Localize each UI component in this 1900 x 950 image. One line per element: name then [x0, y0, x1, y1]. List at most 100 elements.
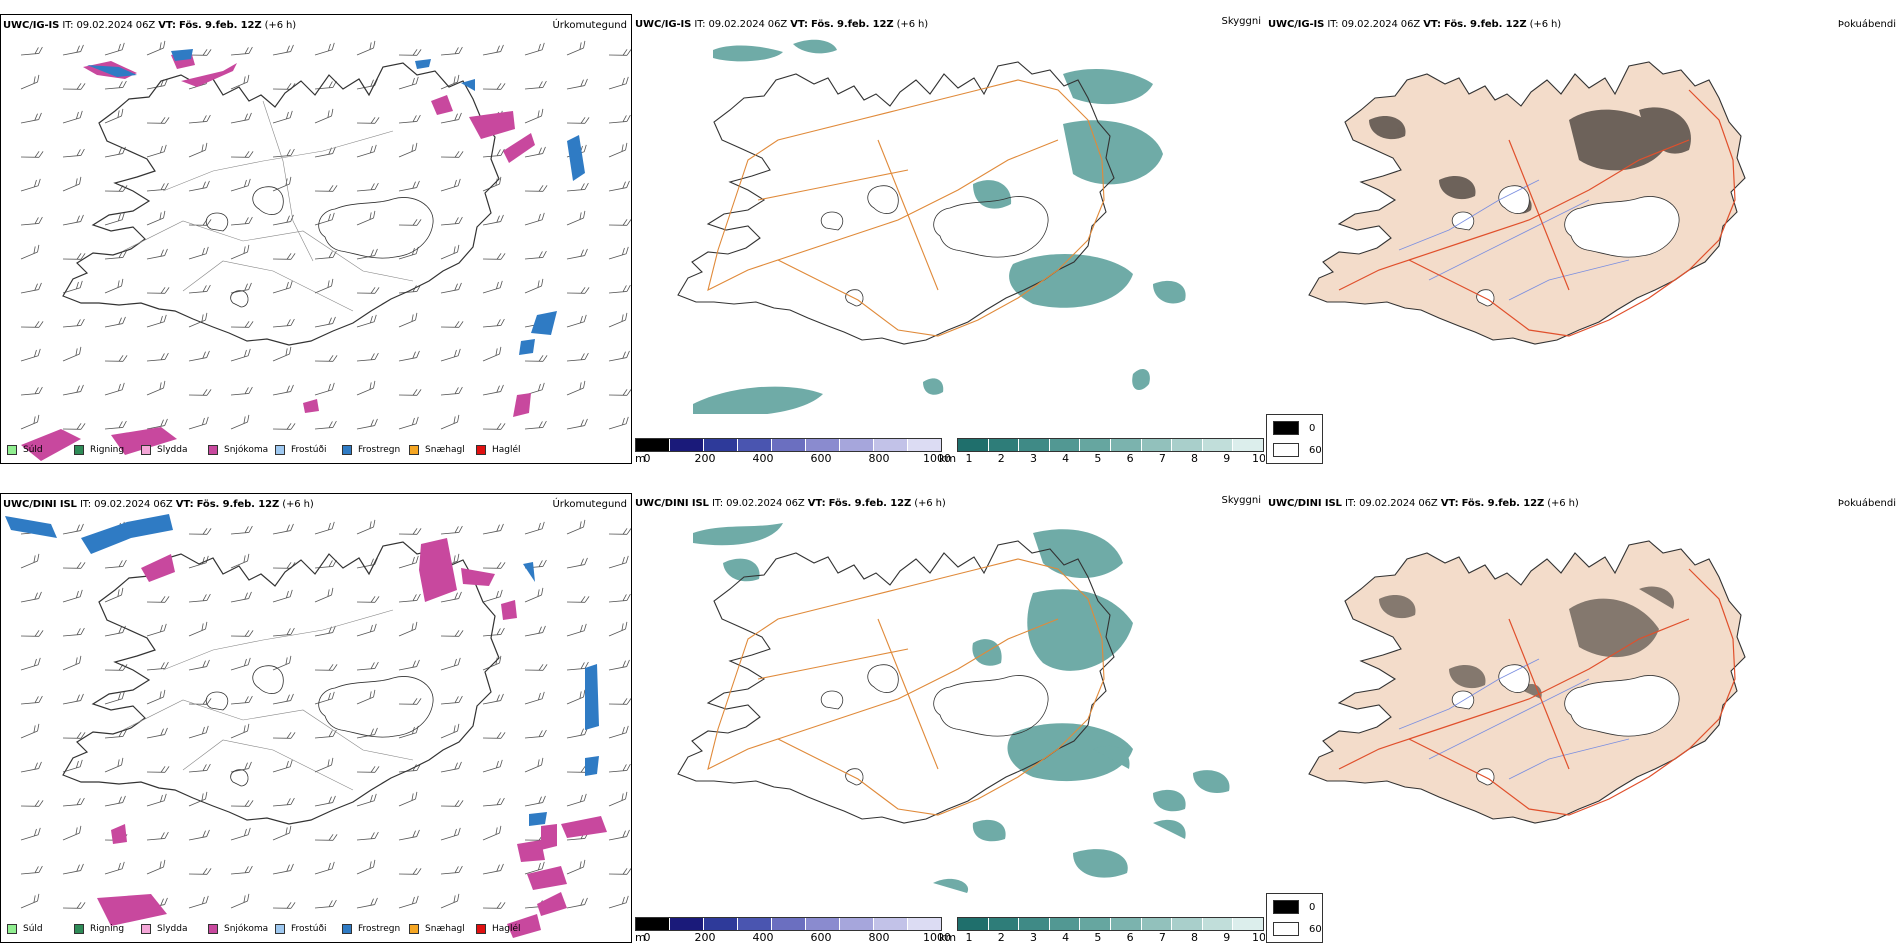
height-colorbar-segment [806, 918, 840, 930]
colorbar-tick-label: 0 [643, 931, 651, 943]
colorbar-tick-label: 6 [1126, 931, 1134, 943]
rivers [1398, 179, 1630, 301]
height-colorbar-segment [840, 439, 874, 451]
visibility-colorbar-segment [1141, 439, 1173, 451]
precip-legend-swatch [275, 924, 285, 934]
colorbar-tick-label: 9 [1223, 452, 1231, 464]
precip-legend-item: Súld [7, 445, 74, 455]
red-roads [1338, 568, 1736, 816]
colorbar-tick-label: 200 [694, 931, 716, 943]
precip-legend-label: Rigning [90, 924, 125, 934]
precip-legend-swatch [7, 924, 17, 934]
colorbar-tick-label: 9 [1223, 931, 1231, 943]
fog-dark-areas [1369, 107, 1691, 250]
visibility-panel-bottom: UWC/DINI ISL IT: 09.02.2024 06Z VT: Fös.… [633, 493, 1265, 943]
visibility-colorbar-segment [1233, 439, 1263, 451]
precip-legend-label: Snæhagl [425, 445, 465, 455]
wind-barbs [20, 519, 631, 909]
precip-legend-swatch [74, 445, 84, 455]
visibility-colorbar-segment [1110, 439, 1142, 451]
rivers [1398, 658, 1630, 780]
fog-legend-low: 0 [1309, 901, 1316, 913]
colorbar-tick-label: 10 [1252, 452, 1265, 464]
precip-panel-top: UWC/IG-IS IT: 09.02.2024 06Z VT: Fös. 9.… [0, 14, 632, 464]
precip-legend-item: Snjókoma [208, 445, 275, 455]
panel-title: UWC/IG-IS IT: 09.02.2024 06Z VT: Fös. 9.… [3, 20, 297, 31]
visibility-colorbar-segment [988, 439, 1020, 451]
precip-legend-item: Snæhagl [409, 924, 476, 934]
wind-barbs [20, 40, 631, 430]
low-visibility-areas [693, 523, 1230, 893]
colorbar-tick-label: 1000 [923, 931, 951, 943]
precip-legend-label: Rigning [90, 445, 125, 455]
fog-legend-swatch-low [1273, 421, 1299, 435]
roads [707, 558, 1105, 816]
height-colorbar-segment [908, 439, 941, 451]
precip-legend-label: Súld [23, 445, 43, 455]
panel-corner-title: Úrkomutegund [552, 499, 627, 510]
colorbar-tick-label: 600 [810, 931, 832, 943]
visibility-colorbar-segment [1172, 918, 1203, 930]
precip-legend-label: Snjókoma [224, 924, 269, 934]
visibility-colorbar-segment [1172, 439, 1203, 451]
visibility-colorbar-segment [1202, 439, 1234, 451]
panel-title: UWC/DINI ISL IT: 09.02.2024 06Z VT: Fös.… [635, 498, 946, 509]
precip-legend-item: Frostregn [342, 924, 409, 934]
height-colorbar [635, 917, 942, 931]
precip-legend-swatch [476, 924, 486, 934]
colorbar-tick-label: 4 [1062, 452, 1070, 464]
precip-legend: Súld Rigning Slydda Snjókoma Frostúði Frostre… [7, 922, 543, 936]
visibility-colorbar [957, 917, 1264, 931]
colorbar-tick-label: 7 [1158, 931, 1166, 943]
precip-legend-item: Súld [7, 924, 74, 934]
precip-legend: Súld Rigning Slydda Snjókoma Frostúði Frostre… [7, 443, 543, 457]
precip-legend-label: Haglél [492, 924, 521, 934]
colorbar-tick-label: 800 [868, 931, 890, 943]
visibility-unit: km [939, 931, 957, 943]
colorbar-tick-label: 5 [1094, 931, 1102, 943]
visibility-colorbar-segment [1202, 918, 1234, 930]
visibility-map [677, 523, 1230, 893]
visibility-colorbar-segment [1080, 439, 1111, 451]
precip-legend-label: Frostregn [358, 445, 401, 455]
height-unit: m [635, 931, 646, 943]
colorbar-tick-label: 200 [694, 452, 716, 464]
height-colorbar-segment [738, 918, 772, 930]
height-colorbar-segment [772, 918, 806, 930]
precip-map [20, 40, 631, 461]
fog-legend-swatch-low [1273, 900, 1299, 914]
height-colorbar-segment [840, 918, 874, 930]
fog-legend-high: 60 [1309, 444, 1322, 456]
precip-legend-label: Snæhagl [425, 924, 465, 934]
visibility-colorbar-segment [1233, 918, 1263, 930]
precip-legend-label: Slydda [157, 924, 188, 934]
visibility-colorbar-segment [958, 439, 989, 451]
precip-legend-label: Frostúði [291, 924, 327, 934]
height-colorbar-segment [874, 439, 908, 451]
height-unit: m [635, 452, 646, 464]
colorbar-tick-label: 3 [1029, 931, 1037, 943]
precip-legend-swatch [476, 445, 486, 455]
panel-title: UWC/DINI ISL IT: 09.02.2024 06Z VT: Fös.… [3, 499, 314, 510]
visibility-colorbar-segment [1019, 439, 1050, 451]
visibility-colorbar-segment [988, 918, 1020, 930]
fog-legend-high: 60 [1309, 923, 1322, 935]
colorbar-tick-label: 400 [752, 452, 774, 464]
precip-legend-item: Slydda [141, 924, 208, 934]
precip-legend-item: Snjókoma [208, 924, 275, 934]
height-colorbar-segment [772, 439, 806, 451]
precip-legend-item: Haglél [476, 924, 543, 934]
precip-legend-swatch [342, 924, 352, 934]
fog-legend-swatch-high [1273, 443, 1299, 457]
precip-legend-label: Frostúði [291, 445, 327, 455]
precip-legend-item: Frostúði [275, 445, 342, 455]
panel-title: UWC/IG-IS IT: 09.02.2024 06Z VT: Fös. 9.… [635, 19, 929, 30]
height-colorbar-segment [636, 918, 670, 930]
height-colorbar-segment [670, 439, 704, 451]
fog-legend-low: 0 [1309, 422, 1316, 434]
fog-map [1308, 540, 1746, 824]
visibility-colorbar-segment [1080, 918, 1111, 930]
visibility-colorbar-segment [1019, 918, 1050, 930]
frostregn-areas [5, 514, 599, 826]
precip-legend-item: Haglél [476, 445, 543, 455]
